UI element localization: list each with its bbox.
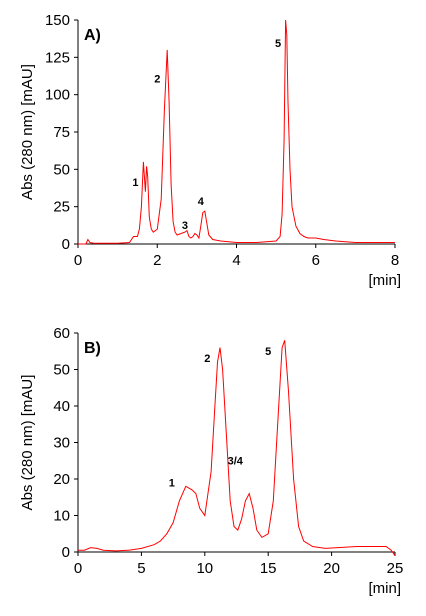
x-tick-label: 0 — [74, 252, 82, 269]
y-tick-label: 125 — [45, 49, 70, 66]
peak-label: 5 — [265, 346, 271, 358]
peak-label: 2 — [204, 353, 210, 365]
peak-label: 2 — [154, 74, 160, 86]
x-tick-label: 4 — [232, 252, 240, 269]
x-tick-label: 20 — [323, 560, 340, 577]
panel-label: B) — [84, 340, 101, 357]
y-tick-label: 100 — [45, 87, 70, 104]
y-tick-label: 40 — [53, 398, 70, 415]
x-tick-label: 15 — [260, 560, 277, 577]
x-tick-label: 6 — [312, 252, 320, 269]
y-tick-label: 0 — [62, 236, 70, 253]
y-tick-label: 60 — [53, 325, 70, 342]
y-tick-label: 10 — [53, 508, 70, 525]
peak-label: 3/4 — [228, 455, 244, 467]
x-tick-label: 25 — [387, 560, 404, 577]
y-tick-label: 25 — [53, 199, 70, 216]
y-tick-label: 75 — [53, 124, 70, 141]
peak-label: 1 — [169, 477, 175, 489]
y-tick-label: 20 — [53, 471, 70, 488]
chromatogram-trace — [78, 340, 396, 556]
y-tick-label: 150 — [45, 12, 70, 29]
y-tick-label: 0 — [62, 544, 70, 561]
y-tick-label: 50 — [53, 362, 70, 379]
y-axis-label: Abs (280 nm) [mAU] — [19, 375, 36, 511]
chromatogram-trace — [78, 19, 395, 245]
peak-label: 3 — [182, 220, 188, 232]
y-tick-label: 30 — [53, 435, 70, 452]
x-axis-label: [min] — [368, 580, 401, 597]
x-tick-label: 2 — [153, 252, 161, 269]
x-axis-label: [min] — [368, 272, 401, 289]
peak-label: 5 — [275, 38, 281, 50]
peak-label: 1 — [132, 177, 138, 189]
panel-label: A) — [84, 27, 101, 44]
y-axis-label: Abs (280 nm) [mAU] — [19, 64, 36, 200]
y-tick-label: 50 — [53, 161, 70, 178]
x-tick-label: 8 — [391, 252, 399, 269]
peak-label: 4 — [198, 196, 205, 208]
x-tick-label: 0 — [74, 560, 82, 577]
x-tick-label: 5 — [137, 560, 145, 577]
x-tick-label: 10 — [196, 560, 213, 577]
